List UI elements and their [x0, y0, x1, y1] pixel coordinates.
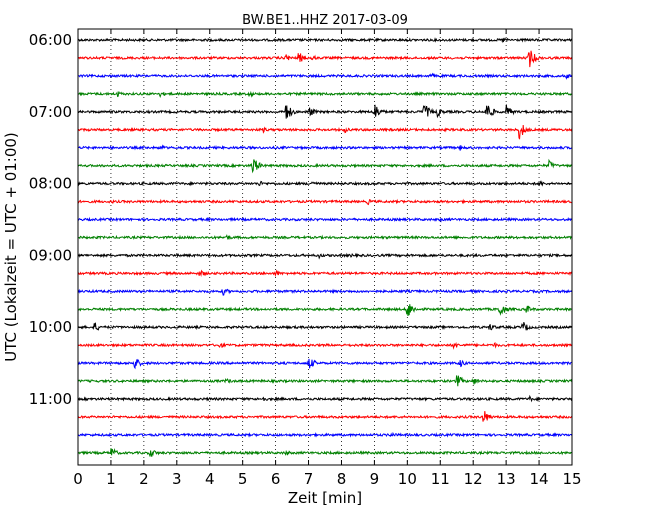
y-tick-label: 10:00: [29, 318, 72, 336]
trace-line: [77, 144, 572, 151]
trace-line: [77, 216, 573, 223]
trace-line: [77, 358, 572, 370]
x-tick-label: 7: [304, 470, 314, 488]
x-tick-label: 1: [106, 470, 116, 488]
x-tick-label: 6: [271, 470, 281, 488]
trace-line: [77, 90, 573, 99]
trace-line: [77, 72, 573, 80]
trace-line: [77, 198, 572, 206]
y-tick-label: 09:00: [29, 246, 72, 264]
x-tick-label: 3: [172, 470, 182, 488]
trace-line: [77, 37, 573, 44]
trace-line: [77, 322, 573, 331]
trace-line: [77, 269, 573, 278]
x-tick-label: 13: [497, 470, 516, 488]
x-tick-label: 5: [238, 470, 248, 488]
x-tick-label: 12: [464, 470, 483, 488]
trace-line: [77, 158, 573, 174]
y-tick-label: 07:00: [29, 103, 72, 121]
y-tick-label: 08:00: [29, 175, 72, 193]
x-tick-label: 9: [370, 470, 380, 488]
x-tick-label: 14: [530, 470, 549, 488]
x-tick-label: 2: [139, 470, 149, 488]
x-tick-label: 11: [431, 470, 450, 488]
trace-line: [77, 104, 573, 119]
trace-line: [77, 124, 573, 140]
trace-line: [77, 448, 572, 457]
chart-title: BW.BE1..HHZ 2017-03-09: [242, 13, 408, 28]
x-axis: 0 1 2 3 4 5 6 7 8 9 10 11 12 13 14 15: [73, 29, 582, 488]
y-tick-label: 06:00: [29, 31, 72, 49]
trace-line: [77, 304, 573, 317]
trace-line: [77, 252, 573, 260]
y-axis-label: UTC (Lokalzeit = UTC + 01:00): [2, 132, 20, 362]
trace-line: [77, 342, 573, 350]
y-tick-label: 11:00: [29, 390, 72, 408]
trace-line: [77, 50, 573, 68]
trace-line: [77, 234, 572, 241]
x-tick-label: 15: [562, 470, 581, 488]
y-axis: 06:00 07:00 08:00 09:00 10:00 11:00: [29, 31, 572, 408]
trace-line: [77, 431, 573, 438]
plot-frame: [77, 28, 573, 466]
x-tick-label: 0: [73, 470, 83, 488]
x-tick-label: 4: [205, 470, 215, 488]
grid-lines: [110, 29, 540, 465]
x-tick-label: 10: [398, 470, 417, 488]
trace-line: [77, 375, 573, 387]
x-axis-label: Zeit [min]: [288, 489, 362, 507]
trace-line: [77, 394, 573, 403]
x-tick-label: 8: [337, 470, 347, 488]
trace-line: [77, 288, 573, 296]
traces: [77, 37, 573, 457]
trace-line: [77, 180, 572, 187]
trace-line: [77, 411, 573, 422]
